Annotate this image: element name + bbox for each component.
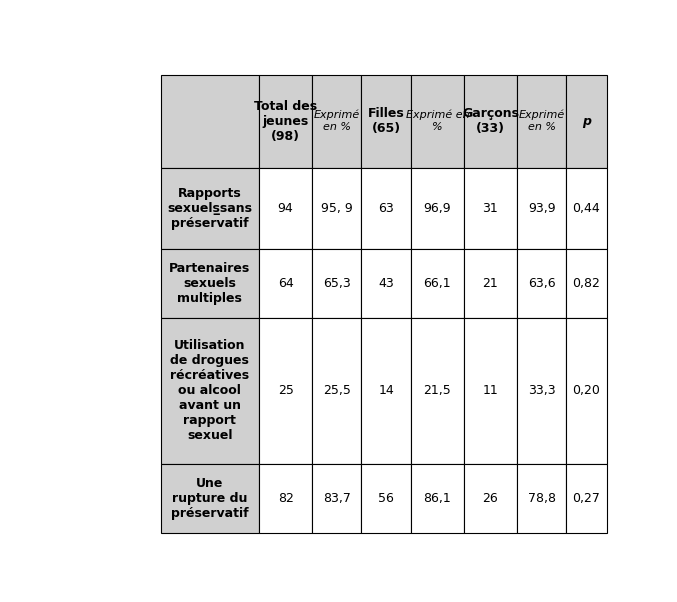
Bar	[259, 167, 312, 249]
Text: 0,44: 0,44	[573, 202, 600, 214]
Bar	[411, 75, 464, 167]
Text: Une
rupture du
préservatif: Une rupture du préservatif	[171, 477, 248, 521]
Text: Exprimé
en %: Exprimé en %	[313, 110, 360, 132]
Text: 33,3: 33,3	[528, 385, 555, 397]
Bar	[160, 465, 259, 533]
Text: Utilisation
de drogues
récréatives
ou alcool
avant un
rapport
sexuel: Utilisation de drogues récréatives ou al…	[171, 340, 249, 442]
Text: 82: 82	[278, 492, 294, 506]
Bar	[464, 249, 517, 317]
Text: Garçons
(33): Garçons (33)	[462, 107, 519, 135]
Bar	[464, 167, 517, 249]
Text: 96,9: 96,9	[424, 202, 452, 214]
Bar	[160, 167, 259, 249]
Bar	[517, 167, 567, 249]
Text: 21,5: 21,5	[424, 385, 452, 397]
Text: 78,8: 78,8	[527, 492, 556, 506]
Bar	[160, 75, 259, 167]
Text: 25,5: 25,5	[323, 385, 351, 397]
Text: 31: 31	[483, 202, 498, 214]
Bar	[567, 167, 607, 249]
Bar	[411, 167, 464, 249]
Text: Filles
(65): Filles (65)	[368, 107, 405, 135]
Bar	[411, 465, 464, 533]
Text: 83,7: 83,7	[323, 492, 351, 506]
Text: 11: 11	[483, 385, 498, 397]
Text: 0,27: 0,27	[573, 492, 600, 506]
Text: 64: 64	[278, 276, 293, 290]
Bar	[464, 465, 517, 533]
Text: 0,20: 0,20	[573, 385, 600, 397]
Bar	[517, 465, 567, 533]
Bar	[464, 75, 517, 167]
Bar	[259, 75, 312, 167]
Bar	[362, 167, 411, 249]
Text: 21: 21	[483, 276, 498, 290]
Text: 43: 43	[378, 276, 394, 290]
Bar	[259, 317, 312, 465]
Bar	[259, 465, 312, 533]
Bar	[362, 75, 411, 167]
Bar	[411, 317, 464, 465]
Text: 63,6: 63,6	[528, 276, 555, 290]
Text: 94: 94	[278, 202, 293, 214]
Text: 86,1: 86,1	[424, 492, 452, 506]
Bar	[567, 317, 607, 465]
Text: 25: 25	[278, 385, 294, 397]
Text: Total des
jeunes
(98): Total des jeunes (98)	[254, 99, 317, 143]
Bar	[517, 317, 567, 465]
Bar	[362, 465, 411, 533]
Bar	[517, 75, 567, 167]
Bar	[567, 249, 607, 317]
Text: Rapports
sexuels̲sans
préservatif: Rapports sexuels̲sans préservatif	[167, 187, 253, 229]
Text: 95, 9: 95, 9	[321, 202, 353, 214]
Bar	[517, 249, 567, 317]
Text: 93,9: 93,9	[528, 202, 555, 214]
Text: Partenaires
sexuels
multiples: Partenaires sexuels multiples	[169, 261, 250, 305]
Bar	[567, 75, 607, 167]
Text: 14: 14	[378, 385, 394, 397]
Bar	[411, 249, 464, 317]
Text: 56: 56	[378, 492, 394, 506]
Bar	[312, 465, 362, 533]
Text: 63: 63	[378, 202, 394, 214]
Text: Exprimé en
%: Exprimé en %	[406, 110, 469, 132]
Bar	[160, 249, 259, 317]
Bar	[362, 317, 411, 465]
Bar	[312, 75, 362, 167]
Bar	[312, 249, 362, 317]
Text: 66,1: 66,1	[424, 276, 452, 290]
Text: 26: 26	[483, 492, 498, 506]
Bar	[312, 317, 362, 465]
Text: 65,3: 65,3	[323, 276, 351, 290]
Bar	[160, 317, 259, 465]
Text: p: p	[582, 114, 591, 128]
Bar	[567, 465, 607, 533]
Text: Exprimé
en %: Exprimé en %	[519, 110, 565, 132]
Bar	[362, 249, 411, 317]
Bar	[312, 167, 362, 249]
Text: 0,82: 0,82	[573, 276, 600, 290]
Bar	[464, 317, 517, 465]
Bar	[259, 249, 312, 317]
